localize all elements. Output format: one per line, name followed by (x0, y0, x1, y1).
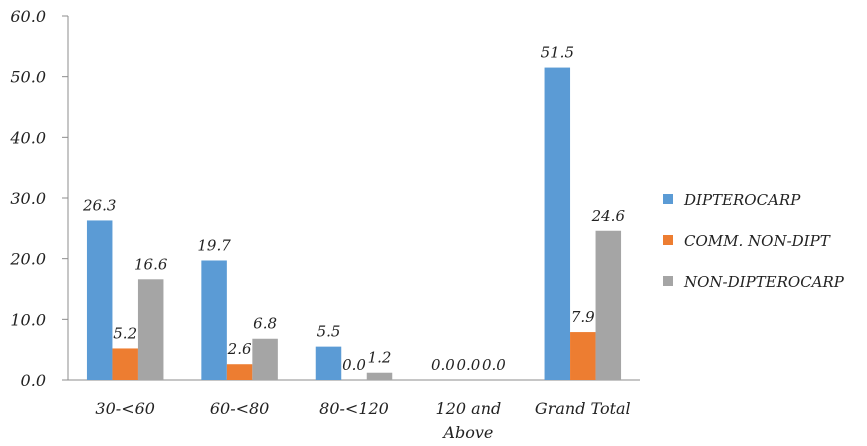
data-label: 0.0 (482, 356, 506, 374)
data-label: 19.7 (197, 236, 231, 254)
y-tick-label: 10.0 (10, 310, 46, 329)
y-tick-label: 50.0 (10, 68, 46, 87)
legend-item: NON-DIPTEROCARP (663, 273, 845, 291)
y-tick-label: 60.0 (10, 7, 46, 26)
legend-label: NON-DIPTEROCARP (683, 273, 845, 291)
data-label: 26.3 (82, 196, 116, 214)
legend-item: DIPTEROCARP (663, 191, 801, 209)
data-label: 0.0 (431, 356, 455, 374)
data-label: 24.6 (591, 207, 626, 225)
data-label: 2.6 (227, 340, 252, 358)
bar-comm-non-dipt (570, 332, 596, 380)
x-tick-label: 80-<120 (319, 399, 389, 418)
bar-dipterocarp (315, 346, 342, 380)
x-tick-label: 30-<60 (95, 399, 155, 418)
data-label: 16.6 (134, 255, 168, 273)
legend-label: COMM. NON-DIPT (684, 232, 831, 250)
bar-non-dipterocarp (137, 279, 164, 380)
data-label: 0.0 (456, 356, 480, 374)
legend-swatch (663, 235, 673, 245)
bar-dipterocarp (201, 260, 227, 380)
bar-comm-non-dipt (112, 348, 138, 380)
y-tick-label: 40.0 (9, 128, 46, 147)
bar-comm-non-dipt (226, 364, 253, 380)
y-tick-label: 0.0 (21, 371, 46, 390)
x-tick-label: 60-<80 (210, 399, 270, 418)
data-label: 5.5 (317, 323, 341, 341)
data-label: 5.2 (113, 324, 137, 342)
legend-swatch (663, 276, 673, 286)
y-tick-label: 30.0 (10, 189, 46, 208)
data-label: 0.0 (342, 356, 366, 374)
x-tick-label: Grand Total (535, 399, 631, 418)
data-label: 51.5 (541, 44, 574, 62)
legend-swatch (663, 194, 673, 204)
data-labels: 26.35.216.619.72.66.8 5.50.0 1.2 0.0 0.0 0.05… (82, 44, 625, 374)
bar-non-dipterocarp (366, 372, 393, 380)
legend: DIPTEROCARP COMM. NON-DIPT NON-DIPTEROCARP (663, 191, 845, 291)
x-axis: 30-<60 60-<80 80-<120 120 and Above Grand Tot… (68, 379, 640, 442)
bar-dipterocarp (86, 220, 113, 380)
data-label: 7.9 (571, 308, 595, 326)
data-label: 1.2 (368, 349, 392, 367)
y-tick-label: 20.0 (9, 250, 46, 269)
bar-dipterocarp (544, 67, 571, 381)
legend-item: COMM. NON-DIPT (663, 232, 831, 250)
bar-non-dipterocarp (252, 338, 278, 380)
data-label: 6.8 (253, 315, 277, 333)
legend-label: DIPTEROCARP (683, 191, 801, 209)
y-axis: 0.0 10.0 20.0 30.0 40.0 50.0 60.0 (9, 7, 69, 390)
bars (86, 67, 622, 381)
bar-non-dipterocarp (595, 230, 622, 380)
x-tick-label: 120 and Above (436, 399, 502, 442)
